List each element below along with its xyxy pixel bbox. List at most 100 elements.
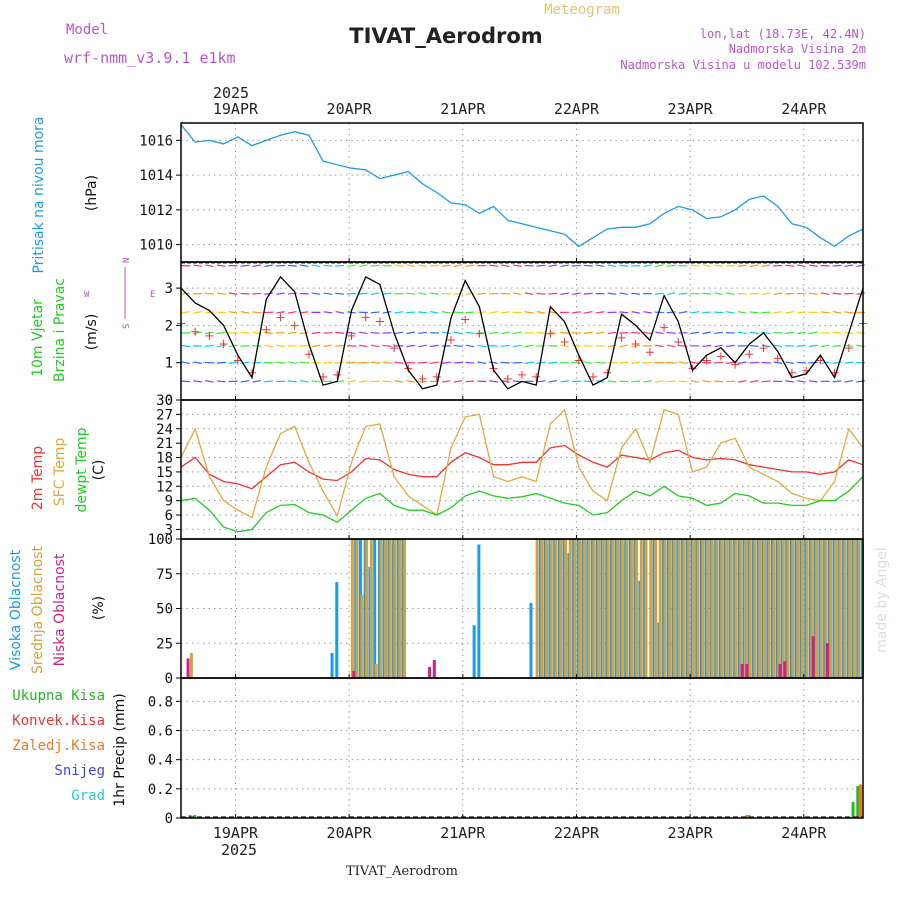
compass-n: N bbox=[122, 258, 132, 263]
wind-arrow bbox=[383, 362, 391, 364]
wind-arrow bbox=[596, 312, 605, 313]
wind-arrow bbox=[750, 381, 758, 383]
wind-arrow bbox=[276, 362, 284, 363]
wind-arrow bbox=[655, 381, 663, 382]
pressure-unit: (hPa) bbox=[84, 175, 100, 211]
bar bbox=[611, 539, 614, 678]
wind-arrow bbox=[478, 345, 486, 346]
bar bbox=[592, 539, 595, 678]
wind-arrow bbox=[762, 381, 771, 382]
bar bbox=[668, 539, 671, 678]
wind-arrow bbox=[430, 345, 439, 346]
wind-arrow bbox=[833, 381, 842, 382]
wind-arrow bbox=[193, 381, 201, 382]
wind-arrow bbox=[513, 332, 522, 333]
wind-arrow bbox=[762, 293, 770, 294]
wind-arrow bbox=[833, 346, 842, 347]
bottom-date-label: 19APR bbox=[213, 824, 259, 842]
bar bbox=[801, 539, 804, 678]
panel-frame bbox=[181, 400, 863, 539]
bar bbox=[812, 636, 815, 678]
wind-arrow bbox=[252, 362, 261, 363]
wind-arrow bbox=[714, 362, 723, 363]
wind-arrow bbox=[300, 362, 309, 363]
wind-arrow bbox=[726, 312, 734, 313]
wind-arrow bbox=[205, 312, 214, 313]
wind-arrow bbox=[205, 362, 214, 363]
wind-arrow bbox=[655, 265, 663, 267]
wind-arrow bbox=[205, 345, 214, 346]
wind-arrow bbox=[738, 265, 747, 266]
compass-w: W bbox=[84, 290, 90, 300]
wind-arrow bbox=[632, 312, 640, 313]
gust-marker bbox=[717, 352, 725, 360]
panel-frame bbox=[181, 262, 863, 400]
cloud-ylabel-3: Niska Oblacnost bbox=[52, 553, 68, 666]
ytick-label: 1012 bbox=[139, 203, 173, 219]
wind-arrow bbox=[205, 293, 214, 294]
bar bbox=[640, 539, 643, 678]
bar bbox=[735, 539, 738, 678]
wind-arrow bbox=[312, 332, 320, 333]
bar bbox=[701, 539, 704, 678]
wind-arrow bbox=[288, 312, 296, 314]
wind-arrow bbox=[596, 362, 605, 363]
wind-arrow bbox=[217, 332, 226, 333]
wind-arrow bbox=[691, 381, 699, 382]
bar bbox=[745, 664, 748, 678]
bar bbox=[352, 671, 355, 678]
wind-arrow bbox=[478, 312, 486, 313]
wind-arrow bbox=[407, 332, 415, 333]
wind-arrow bbox=[264, 332, 273, 333]
top-date-label: 21APR bbox=[440, 100, 486, 118]
wind-arrow bbox=[395, 265, 403, 266]
wind-arrow bbox=[454, 293, 463, 294]
wind-arrow bbox=[596, 332, 604, 333]
bar bbox=[859, 784, 862, 818]
wind-arrow bbox=[229, 312, 237, 313]
bar bbox=[536, 539, 539, 678]
wind-arrow bbox=[750, 332, 758, 334]
bar bbox=[564, 539, 567, 678]
wind-arrow bbox=[193, 362, 201, 363]
wind-arrow bbox=[442, 265, 451, 266]
bar bbox=[720, 539, 723, 678]
wind-arrow bbox=[691, 332, 699, 333]
wind-arrow bbox=[844, 362, 853, 363]
bar bbox=[806, 539, 809, 678]
top-date-label: 23APR bbox=[668, 100, 714, 118]
ytick-label: 100 bbox=[148, 532, 173, 548]
wind-arrow bbox=[288, 362, 296, 363]
wind-arrow bbox=[181, 345, 190, 346]
panel-frames bbox=[176, 123, 863, 818]
precip-legend-total: Ukupna Kisa bbox=[12, 688, 105, 704]
wind-arrow bbox=[714, 312, 723, 313]
gust-marker bbox=[191, 328, 199, 336]
wind-arrow bbox=[691, 265, 700, 266]
wind-arrow bbox=[264, 265, 272, 266]
ytick-label: 0.8 bbox=[148, 694, 173, 710]
wind-ylabel-2: Brzina i Pravac bbox=[52, 278, 68, 382]
wind-arrow bbox=[655, 345, 663, 346]
gust-marker bbox=[546, 330, 554, 338]
bar bbox=[398, 539, 401, 678]
cloud-ylabel-1: Visoka Oblacnost bbox=[8, 549, 24, 670]
wind-arrow bbox=[383, 293, 392, 294]
bar bbox=[473, 625, 476, 678]
wind-arrow bbox=[608, 293, 616, 294]
gust-marker bbox=[646, 348, 654, 356]
bar bbox=[433, 660, 436, 678]
wind-arrow bbox=[454, 332, 462, 334]
wind-arrow bbox=[312, 265, 320, 266]
wind-arrow bbox=[762, 265, 770, 266]
wind-arrow bbox=[347, 362, 356, 363]
ytick-label: 3 bbox=[165, 281, 173, 297]
wind-arrow bbox=[454, 381, 462, 382]
ytick-label: 75 bbox=[156, 567, 173, 583]
wind-arrow bbox=[525, 345, 533, 346]
wind-arrow bbox=[489, 293, 498, 294]
bar bbox=[379, 539, 382, 678]
wind-arrow bbox=[584, 293, 593, 294]
bar bbox=[630, 539, 633, 678]
wind-arrow bbox=[726, 293, 734, 294]
